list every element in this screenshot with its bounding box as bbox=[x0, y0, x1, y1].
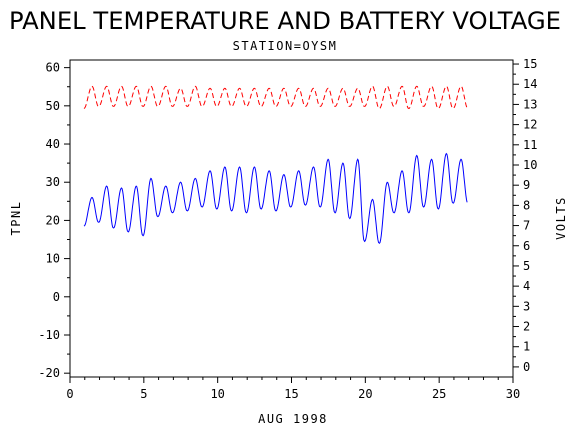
x-tick-label-0: 0 bbox=[66, 387, 73, 401]
panel-temperature-series-line bbox=[83, 152, 468, 245]
chart-title: PANEL TEMPERATURE AND BATTERY VOLTAGE bbox=[9, 7, 561, 35]
y-left-tick-label-7: 50 bbox=[46, 99, 60, 113]
y-left-tick-label-6: 40 bbox=[46, 137, 60, 151]
plot-frame bbox=[69, 59, 514, 378]
y-right-axis-label: VOLTS bbox=[554, 196, 568, 240]
x-tick-label-2: 10 bbox=[210, 387, 224, 401]
y-right-tick-label-6: 6 bbox=[523, 239, 530, 253]
y-right-tick-label-14: 14 bbox=[523, 77, 537, 91]
y-left-axis: -20 -10 0 10 20 30 40 50 60 bbox=[38, 61, 70, 380]
y-right-tick-label-11: 11 bbox=[523, 138, 537, 152]
series-layer bbox=[83, 85, 468, 245]
y-right-tick-label-9: 9 bbox=[523, 178, 530, 192]
y-right-tick-label-12: 12 bbox=[523, 118, 537, 132]
y-right-tick-label-5: 5 bbox=[523, 259, 530, 273]
y-right-tick-label-10: 10 bbox=[523, 158, 537, 172]
y-left-tick-label-0: -20 bbox=[38, 366, 60, 380]
battery-voltage-series-line bbox=[83, 85, 468, 110]
y-right-tick-label-8: 8 bbox=[523, 198, 530, 212]
y-left-tick-label-5: 30 bbox=[46, 175, 60, 189]
y-left-tick-label-1: -10 bbox=[38, 328, 60, 342]
y-left-tick-label-2: 0 bbox=[53, 290, 60, 304]
x-axis: 0 5 10 15 20 25 30 bbox=[66, 377, 520, 401]
y-right-tick-label-1: 1 bbox=[523, 340, 530, 354]
chart-subtitle: STATION=OYSM bbox=[233, 39, 338, 53]
y-left-tick-label-8: 60 bbox=[46, 61, 60, 75]
y-left-tick-label-3: 10 bbox=[46, 252, 60, 266]
x-axis-label: AUG 1998 bbox=[258, 412, 328, 426]
y-right-tick-label-13: 13 bbox=[523, 97, 537, 111]
x-tick-label-3: 15 bbox=[284, 387, 298, 401]
y-left-axis-label: TPNL bbox=[9, 201, 23, 236]
x-tick-label-1: 5 bbox=[140, 387, 147, 401]
y-right-tick-label-7: 7 bbox=[523, 219, 530, 233]
y-right-tick-label-3: 3 bbox=[523, 299, 530, 313]
y-right-tick-label-4: 4 bbox=[523, 279, 530, 293]
x-tick-label-4: 20 bbox=[358, 387, 372, 401]
y-right-tick-label-2: 2 bbox=[523, 320, 530, 334]
y-left-tick-label-4: 20 bbox=[46, 213, 60, 227]
y-right-tick-label-0: 0 bbox=[523, 360, 530, 374]
y-right-tick-label-15: 15 bbox=[523, 57, 537, 71]
x-tick-label-6: 30 bbox=[506, 387, 520, 401]
x-tick-label-5: 25 bbox=[432, 387, 446, 401]
